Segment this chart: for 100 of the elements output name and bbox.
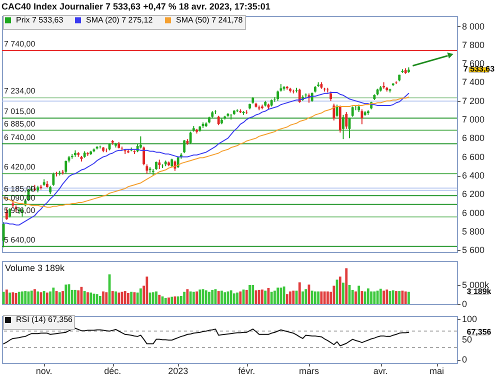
x-tick-label: avr. [373, 366, 388, 375]
candlestick [332, 103, 336, 121]
bar [158, 294, 161, 304]
annotation: Volume 3 189k [5, 263, 66, 273]
bar [258, 290, 260, 304]
ref-line-label: 7 740,00 [4, 40, 36, 49]
chart-title: CAC40 Index Journalier 7 533,63 +0,47 % 18 avr. 2023, 17:35:01 [2, 2, 270, 12]
legend-label: RSI (14) 67,356 [16, 315, 74, 324]
y-tick-label: 50 [462, 334, 472, 344]
bar [192, 292, 195, 304]
bar [36, 291, 40, 304]
ref-line-label: 7 234,00 [4, 86, 36, 96]
bar [276, 288, 280, 304]
bar [289, 291, 292, 304]
candlestick [217, 115, 220, 126]
y-tick-label: 100 [462, 314, 478, 324]
bar [264, 290, 267, 304]
bar [152, 292, 154, 304]
annotation: Prix 7 533,63 [16, 15, 64, 24]
legend-label: SMA (20) 7 275,12 [86, 15, 154, 24]
bar [146, 276, 148, 304]
bar [102, 291, 104, 304]
bar [83, 291, 86, 304]
candlestick [342, 114, 344, 140]
bar [373, 291, 376, 304]
bar [236, 292, 238, 304]
bar [98, 296, 102, 304]
candlestick [64, 160, 68, 174]
bar [232, 293, 236, 304]
bar [164, 298, 167, 304]
candlestick [52, 172, 55, 186]
bar [398, 291, 401, 304]
bar [220, 290, 223, 304]
bar [127, 292, 130, 304]
bar [386, 290, 388, 304]
bar [124, 291, 126, 304]
text: 67,356 [466, 327, 492, 336]
bar [114, 291, 117, 304]
ref-line-label: 6 885,00 [4, 119, 36, 128]
bar [323, 291, 326, 304]
bar [42, 291, 46, 304]
y-tick-label: 5 600 [462, 245, 485, 256]
y-tick-label: 0 [462, 354, 468, 365]
text: 3 189k [466, 286, 492, 296]
bar [21, 291, 24, 304]
bar [2, 292, 5, 304]
x-tick-label: mars [298, 366, 320, 375]
bar [345, 268, 348, 304]
bar [310, 290, 314, 304]
bar [74, 290, 76, 304]
candlestick [139, 136, 142, 149]
bar [90, 292, 92, 304]
bar [342, 282, 344, 304]
ref-line-label: 7 015,00 [4, 107, 36, 116]
bar [8, 292, 11, 304]
bar [366, 288, 370, 304]
bar [248, 284, 251, 304]
bar [407, 292, 410, 304]
bar [208, 292, 210, 304]
bar [24, 291, 27, 304]
bar [261, 290, 264, 304]
bar [204, 290, 208, 304]
legend-label: SMA (50) 7 241,78 [176, 15, 244, 24]
line-series [3, 328, 410, 346]
bar [317, 291, 320, 304]
y-tick-label: 6 600 [462, 152, 485, 162]
bar [77, 290, 80, 304]
y-tick-label: 7 200 [462, 96, 485, 106]
bar [180, 296, 182, 304]
candlestick [345, 112, 348, 130]
candlestick [330, 91, 332, 102]
candlestick [230, 113, 232, 120]
bar [332, 286, 336, 304]
bar [239, 291, 242, 304]
candlestick [245, 110, 248, 114]
bar [183, 292, 186, 304]
bar [364, 291, 366, 304]
bar [170, 296, 174, 304]
candlestick [338, 105, 342, 134]
bar [62, 291, 64, 304]
bar [18, 292, 20, 304]
bar [252, 284, 254, 304]
bar [314, 291, 316, 304]
bar [92, 294, 96, 304]
bar [338, 276, 342, 304]
candlestick [292, 89, 295, 94]
bar [46, 292, 48, 304]
candlestick [214, 110, 217, 114]
candlestick [276, 90, 280, 102]
bar [49, 291, 52, 304]
bar [133, 292, 136, 304]
bar [34, 289, 36, 304]
bar [370, 291, 372, 304]
y-tick-label: 0 [462, 299, 468, 309]
bar [302, 291, 304, 304]
bar [379, 288, 382, 304]
bar [273, 290, 276, 304]
x-tick-label: mai [429, 366, 444, 375]
bar [354, 291, 357, 304]
x-tick-label: nov. [36, 366, 52, 375]
